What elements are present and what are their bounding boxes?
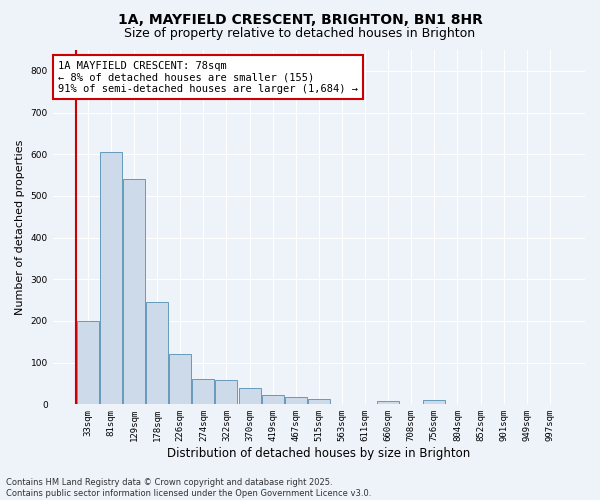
Text: Contains HM Land Registry data © Crown copyright and database right 2025.
Contai: Contains HM Land Registry data © Crown c… — [6, 478, 371, 498]
X-axis label: Distribution of detached houses by size in Brighton: Distribution of detached houses by size … — [167, 447, 470, 460]
Bar — [424, 400, 445, 404]
Bar — [146, 302, 168, 404]
Bar — [169, 354, 191, 405]
Bar — [308, 400, 330, 404]
Text: Size of property relative to detached houses in Brighton: Size of property relative to detached ho… — [124, 28, 476, 40]
Y-axis label: Number of detached properties: Number of detached properties — [15, 140, 25, 315]
Bar — [262, 395, 284, 404]
Bar — [285, 397, 307, 404]
Bar — [100, 152, 122, 405]
Bar — [215, 380, 238, 404]
Bar — [77, 321, 99, 404]
Bar — [239, 388, 260, 404]
Text: 1A, MAYFIELD CRESCENT, BRIGHTON, BN1 8HR: 1A, MAYFIELD CRESCENT, BRIGHTON, BN1 8HR — [118, 12, 482, 26]
Bar — [193, 380, 214, 404]
Bar — [123, 179, 145, 404]
Text: 1A MAYFIELD CRESCENT: 78sqm
← 8% of detached houses are smaller (155)
91% of sem: 1A MAYFIELD CRESCENT: 78sqm ← 8% of deta… — [58, 60, 358, 94]
Bar — [377, 401, 399, 404]
